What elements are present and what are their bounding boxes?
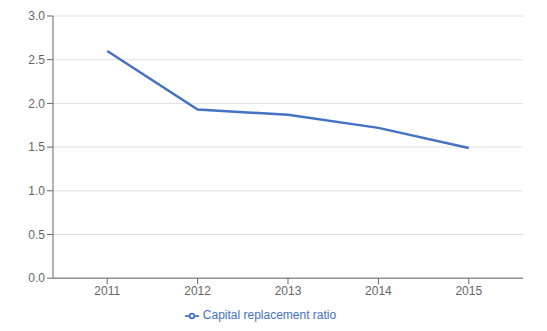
svg-text:0.0: 0.0 bbox=[28, 271, 45, 285]
svg-text:1.5: 1.5 bbox=[28, 140, 45, 154]
svg-text:2.5: 2.5 bbox=[28, 53, 45, 67]
svg-text:2012: 2012 bbox=[184, 284, 211, 298]
svg-text:2011: 2011 bbox=[94, 284, 120, 298]
svg-text:2014: 2014 bbox=[365, 284, 392, 298]
svg-text:0.5: 0.5 bbox=[28, 228, 45, 242]
html-text:Capital replacement ratio: Capital replacement ratio bbox=[202, 308, 337, 323]
svg-text:3.0: 3.0 bbox=[28, 9, 45, 23]
svg-text:2.0: 2.0 bbox=[28, 97, 45, 111]
svg-text:1.0: 1.0 bbox=[28, 184, 45, 198]
svg-text:2015: 2015 bbox=[455, 284, 482, 298]
svg-text:2013: 2013 bbox=[275, 284, 302, 298]
